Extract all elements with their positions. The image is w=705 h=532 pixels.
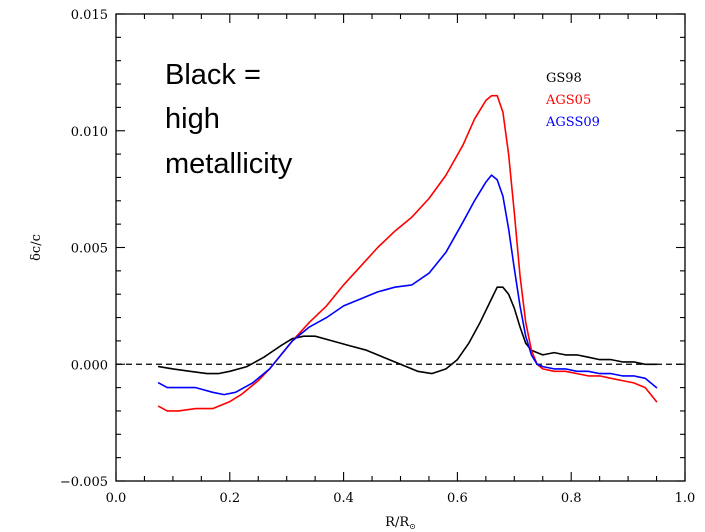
x-tick-label: 0.8 [561, 491, 582, 506]
series-line-gs98 [157, 286, 658, 375]
y-tick-labels: −0.005 0.000 0.005 0.010 0.015 [60, 8, 108, 490]
annotation-line: metallicity [165, 148, 293, 180]
annotation-line: high [165, 103, 220, 135]
annotation-line: Black = [165, 59, 261, 91]
y-tick-label: 0.000 [71, 358, 108, 373]
x-tick-label: 1.0 [675, 491, 696, 506]
y-tick-label: −0.005 [60, 475, 108, 490]
y-tick-label: 0.015 [71, 8, 108, 23]
y-tick-label: 0.005 [71, 242, 108, 257]
legend-entry-gs98: GS98 [546, 71, 582, 86]
x-axis-title-subscript: ⊙ [409, 522, 416, 531]
axis-ticks [115, 13, 686, 482]
legend-entry-ags05: AGS05 [545, 93, 591, 108]
legend: GS98 AGS05 AGSS09 [545, 71, 600, 130]
y-axis-title: δc/c [29, 234, 44, 261]
plot-lines [116, 94, 685, 412]
x-tick-label: 0.0 [106, 491, 127, 506]
series-line-agss09 [157, 174, 658, 396]
annotation: Black = high metallicity [165, 59, 293, 180]
x-axis-title: R/R⊙ [385, 515, 416, 531]
x-tick-label: 0.2 [219, 491, 240, 506]
legend-entry-agss09: AGSS09 [545, 115, 600, 130]
series-line-ags05 [157, 94, 658, 412]
y-tick-label: 0.010 [71, 125, 108, 140]
x-tick-labels: 0.0 0.2 0.4 0.6 0.8 1.0 [106, 491, 696, 506]
x-tick-label: 0.6 [447, 491, 468, 506]
x-axis-title-main: R/R [385, 515, 410, 530]
x-tick-label: 0.4 [333, 491, 354, 506]
